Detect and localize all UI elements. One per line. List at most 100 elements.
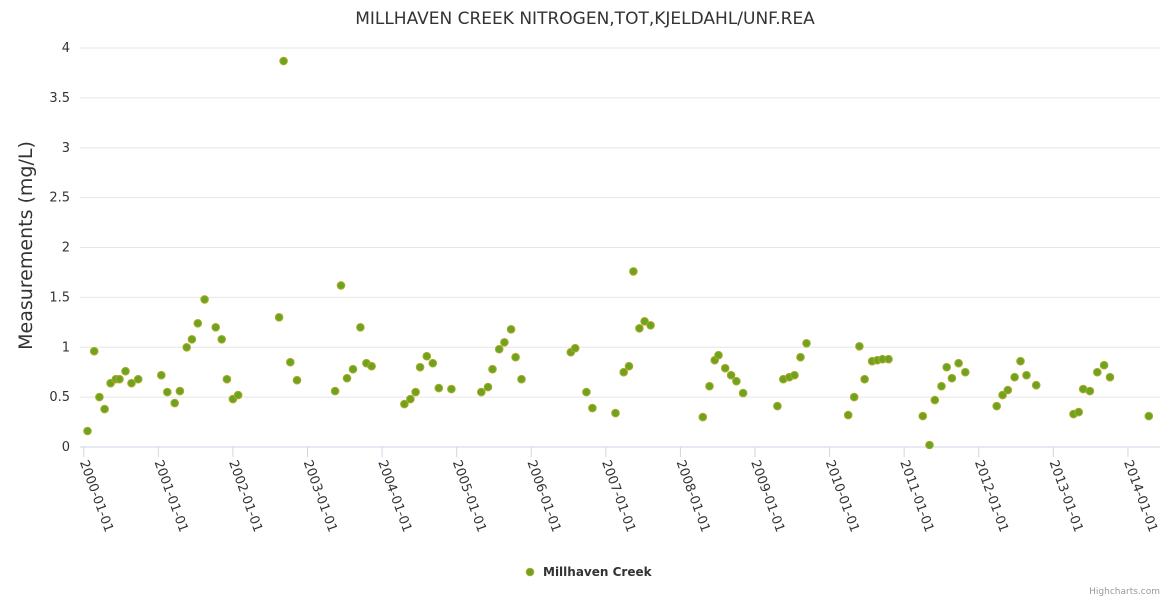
data-point[interactable]: [200, 295, 209, 304]
data-point[interactable]: [849, 392, 859, 402]
data-point[interactable]: [720, 363, 730, 373]
data-point[interactable]: [286, 357, 295, 367]
data-point[interactable]: [406, 394, 415, 404]
data-point[interactable]: [133, 374, 143, 384]
data-point[interactable]: [1010, 372, 1019, 382]
data-point[interactable]: [629, 267, 638, 276]
data-point[interactable]: [796, 352, 805, 362]
data-point[interactable]: [187, 335, 197, 344]
data-point[interactable]: [348, 364, 358, 374]
data-point[interactable]: [488, 364, 497, 374]
data-point[interactable]: [640, 317, 649, 326]
data-point[interactable]: [127, 378, 136, 388]
legend-item-millhaven-creek[interactable]: Millhaven Creek: [543, 565, 653, 579]
data-point[interactable]: [588, 403, 597, 413]
data-point[interactable]: [582, 387, 591, 397]
data-point[interactable]: [511, 352, 520, 362]
data-point[interactable]: [415, 362, 425, 372]
data-point[interactable]: [954, 358, 963, 368]
data-point[interactable]: [163, 387, 172, 397]
data-point[interactable]: [157, 370, 166, 380]
data-point[interactable]: [83, 426, 92, 436]
data-point[interactable]: [1085, 386, 1095, 396]
data-point[interactable]: [961, 367, 970, 377]
data-point[interactable]: [217, 335, 226, 344]
data-point[interactable]: [447, 384, 456, 394]
data-point[interactable]: [998, 390, 1007, 400]
data-point[interactable]: [95, 392, 104, 402]
data-point[interactable]: [100, 404, 109, 414]
data-point[interactable]: [367, 361, 376, 371]
data-point[interactable]: [292, 375, 302, 385]
data-point[interactable]: [925, 440, 934, 450]
data-point[interactable]: [714, 350, 723, 360]
data-point[interactable]: [732, 376, 741, 386]
data-point[interactable]: [843, 410, 853, 420]
y-tick-label: 1.5: [49, 290, 70, 305]
legend[interactable]: Millhaven Creek: [525, 565, 653, 579]
data-point[interactable]: [698, 412, 708, 422]
data-point[interactable]: [930, 395, 940, 405]
data-point[interactable]: [884, 354, 893, 364]
data-point[interactable]: [422, 351, 432, 361]
data-point[interactable]: [635, 324, 644, 333]
data-point[interactable]: [992, 401, 1002, 411]
data-point[interactable]: [1074, 407, 1083, 417]
data-point[interactable]: [918, 411, 928, 421]
data-point[interactable]: [1003, 385, 1013, 395]
data-point[interactable]: [115, 374, 124, 384]
data-point[interactable]: [570, 343, 580, 353]
grid-lines: [80, 47, 1160, 448]
data-point[interactable]: [211, 323, 220, 332]
data-point[interactable]: [1093, 367, 1102, 377]
data-point[interactable]: [356, 323, 365, 332]
data-point[interactable]: [330, 386, 340, 396]
data-point[interactable]: [428, 358, 438, 368]
data-point[interactable]: [222, 374, 232, 384]
data-point[interactable]: [89, 346, 99, 356]
data-point[interactable]: [624, 361, 634, 371]
data-point[interactable]: [400, 399, 409, 409]
data-point[interactable]: [619, 367, 629, 377]
data-point[interactable]: [121, 366, 130, 376]
data-point[interactable]: [942, 362, 952, 372]
data-point[interactable]: [494, 344, 504, 354]
data-point[interactable]: [790, 370, 799, 380]
data-point[interactable]: [170, 398, 179, 408]
data-point[interactable]: [1016, 356, 1025, 366]
data-point[interactable]: [182, 343, 191, 352]
series-millhaven-creek[interactable]: [83, 56, 1154, 450]
credits-link[interactable]: Highcharts.com: [1089, 587, 1160, 597]
data-point[interactable]: [175, 386, 185, 396]
data-point[interactable]: [477, 387, 486, 397]
data-point[interactable]: [506, 325, 516, 334]
data-point[interactable]: [233, 390, 243, 400]
data-point[interactable]: [483, 382, 493, 392]
data-point[interactable]: [500, 338, 509, 347]
data-point[interactable]: [646, 321, 655, 330]
data-point[interactable]: [860, 374, 869, 384]
data-point[interactable]: [947, 373, 957, 383]
data-point[interactable]: [1144, 411, 1154, 421]
data-point[interactable]: [802, 339, 811, 348]
data-point[interactable]: [1031, 380, 1041, 390]
data-point[interactable]: [434, 383, 444, 393]
data-point[interactable]: [193, 319, 203, 328]
data-point[interactable]: [1022, 370, 1031, 380]
data-point[interactable]: [1105, 372, 1115, 382]
data-point[interactable]: [1099, 360, 1109, 370]
data-point[interactable]: [342, 373, 352, 383]
data-point[interactable]: [855, 342, 864, 351]
data-point[interactable]: [705, 381, 714, 391]
data-point[interactable]: [611, 408, 620, 418]
legend-marker[interactable]: [525, 567, 535, 577]
data-point[interactable]: [336, 281, 346, 290]
data-point[interactable]: [738, 388, 748, 398]
data-point[interactable]: [726, 370, 736, 380]
data-point[interactable]: [274, 313, 284, 322]
data-point[interactable]: [517, 374, 526, 384]
data-point[interactable]: [773, 401, 782, 411]
data-point[interactable]: [279, 56, 288, 66]
data-point[interactable]: [411, 387, 420, 397]
data-point[interactable]: [937, 381, 946, 391]
